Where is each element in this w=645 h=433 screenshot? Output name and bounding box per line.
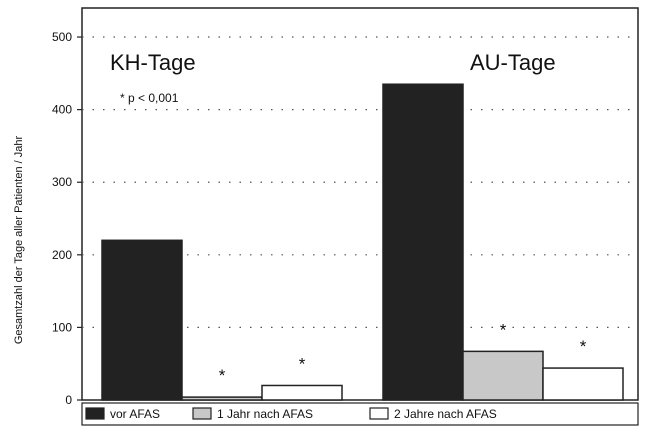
- legend-label-2: 2 Jahre nach AFAS: [394, 407, 497, 421]
- bar-group1-series0: [382, 83, 464, 401]
- bars: [101, 83, 624, 401]
- legend-box: [81, 402, 639, 426]
- y-tick-label-200: 200: [52, 248, 72, 262]
- group-label-kh-tage: KH-Tage: [110, 50, 196, 75]
- y-tick-label-400: 400: [52, 103, 72, 117]
- legend-swatch-1: [192, 407, 212, 420]
- significance-markers: * * * *: [219, 320, 587, 385]
- legend-label-0: vor AFAS: [110, 407, 160, 421]
- significance-star-group0-series2: *: [299, 354, 306, 373]
- legend-swatch-0: [85, 407, 105, 420]
- significance-star-group1-series1: *: [500, 320, 507, 339]
- bar-group0-series0: [101, 239, 183, 401]
- legend: vor AFAS 1 Jahr nach AFAS 2 Jahre nach AFA…: [85, 407, 497, 421]
- legend-swatch-2: [369, 407, 389, 420]
- bar-group0-series2: [261, 384, 343, 401]
- gridlines: [82, 36, 638, 329]
- y-tick-label-0: 0: [65, 393, 72, 407]
- bar-group1-series1: [462, 350, 544, 401]
- group-label-au-tage: AU-Tage: [470, 50, 556, 75]
- y-axis-ticks: 0 100 200 300 400 500: [52, 30, 82, 407]
- bar-group0-series1: [181, 396, 263, 401]
- legend-label-1: 1 Jahr nach AFAS: [217, 407, 313, 421]
- significance-star-group0-series1: *: [219, 366, 226, 385]
- y-tick-label-100: 100: [52, 320, 72, 334]
- bar-group1-series2: [542, 367, 624, 401]
- significance-note: * p < 0,001: [120, 91, 179, 105]
- significance-star-group1-series2: *: [580, 337, 587, 356]
- y-axis-label: Gesamtzahl der Tage aller Patienten / Ja…: [13, 136, 25, 345]
- y-tick-label-300: 300: [52, 175, 72, 189]
- y-tick-label-500: 500: [52, 30, 72, 44]
